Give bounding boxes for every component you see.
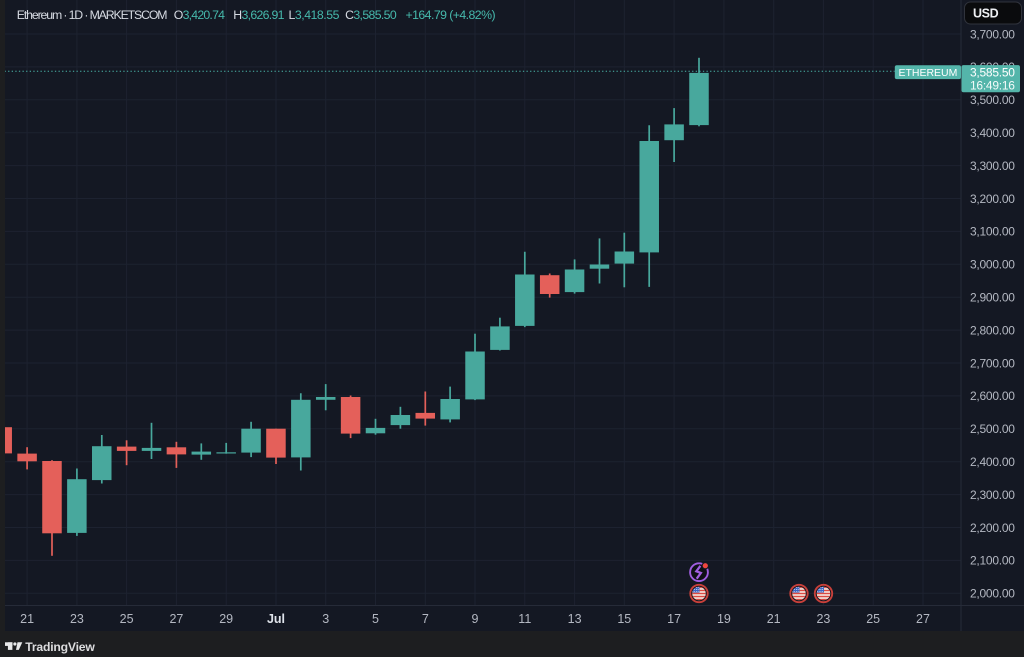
svg-text:27: 27 (916, 612, 930, 626)
svg-text:27: 27 (169, 612, 183, 626)
svg-text:15: 15 (617, 612, 631, 626)
svg-text:3,000.00: 3,000.00 (970, 258, 1015, 272)
svg-text:3,585.50: 3,585.50 (970, 65, 1015, 79)
svg-text:23: 23 (816, 612, 830, 626)
svg-text:2,200.00: 2,200.00 (970, 521, 1015, 535)
svg-text:11: 11 (518, 612, 531, 626)
svg-text:25: 25 (866, 612, 880, 626)
svg-text:23: 23 (70, 612, 84, 626)
svg-text:3: 3 (322, 612, 329, 626)
svg-text:3,100.00: 3,100.00 (970, 225, 1015, 239)
svg-text:9: 9 (472, 612, 479, 626)
svg-text:17: 17 (667, 612, 681, 626)
svg-text:5: 5 (372, 612, 379, 626)
svg-text:3,300.00: 3,300.00 (970, 159, 1015, 173)
svg-text:3,400.00: 3,400.00 (970, 126, 1015, 140)
svg-text:USD: USD (973, 6, 999, 20)
svg-text:21: 21 (767, 612, 781, 626)
svg-text:13: 13 (568, 612, 582, 626)
svg-text:TradingView: TradingView (25, 640, 95, 654)
svg-text:2,300.00: 2,300.00 (970, 488, 1015, 502)
svg-text:16:49:16: 16:49:16 (970, 78, 1015, 92)
svg-text:Jul: Jul (267, 612, 285, 626)
svg-text:2,900.00: 2,900.00 (970, 291, 1015, 305)
svg-text:2,500.00: 2,500.00 (970, 422, 1015, 436)
svg-text:3,700.00: 3,700.00 (970, 27, 1015, 41)
svg-text:2,400.00: 2,400.00 (970, 455, 1015, 469)
svg-text:7: 7 (422, 612, 429, 626)
svg-text:2,000.00: 2,000.00 (970, 587, 1015, 601)
svg-text:3,500.00: 3,500.00 (970, 93, 1015, 107)
svg-text:3,200.00: 3,200.00 (970, 192, 1015, 206)
svg-text:ETHEREUM: ETHEREUM (898, 67, 957, 79)
svg-text:2,700.00: 2,700.00 (970, 356, 1015, 370)
svg-text:29: 29 (219, 612, 233, 626)
svg-text:19: 19 (717, 612, 731, 626)
svg-text:2,800.00: 2,800.00 (970, 323, 1015, 337)
svg-text:2,100.00: 2,100.00 (970, 554, 1015, 568)
svg-text:2,600.00: 2,600.00 (970, 389, 1015, 403)
svg-text:25: 25 (120, 612, 134, 626)
svg-text:21: 21 (20, 612, 34, 626)
